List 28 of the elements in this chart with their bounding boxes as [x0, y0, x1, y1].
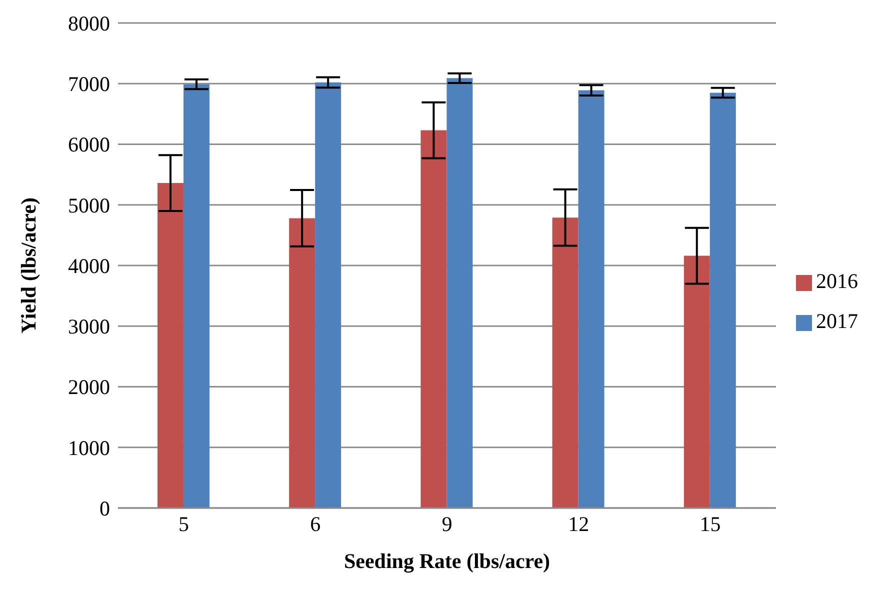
- legend-label: 2016: [816, 268, 858, 292]
- bar: [710, 92, 736, 508]
- y-tick-label: 3000: [68, 314, 110, 339]
- bar: [420, 130, 447, 508]
- bar: [446, 78, 473, 508]
- y-tick-label: 7000: [68, 72, 110, 96]
- bar: [552, 218, 578, 508]
- bar: [157, 183, 184, 508]
- x-tick-label: 6: [310, 512, 321, 536]
- x-tick-label: 12: [568, 512, 590, 536]
- x-axis-title: Seeding Rate (lbs/acre): [344, 549, 550, 573]
- y-tick-label: 4000: [68, 254, 110, 278]
- bar: [684, 256, 710, 508]
- x-tick-label: 5: [178, 512, 190, 536]
- bar: [578, 90, 604, 508]
- y-tick-label: 0: [100, 496, 110, 520]
- y-axis-title: Yield (lbs/acre): [16, 198, 40, 334]
- y-tick-label: 6000: [68, 132, 110, 157]
- legend-label: 2017: [816, 308, 858, 332]
- bar: [183, 84, 210, 508]
- bar: [315, 82, 342, 508]
- y-tick-label: 2000: [68, 375, 110, 400]
- bar: [289, 218, 316, 508]
- x-tick-label: 9: [442, 512, 452, 536]
- y-tick-label: 1000: [68, 436, 110, 460]
- y-tick-label: 8000: [68, 11, 110, 36]
- x-tick-label: 15: [700, 512, 721, 536]
- y-tick-label: 5000: [68, 193, 110, 218]
